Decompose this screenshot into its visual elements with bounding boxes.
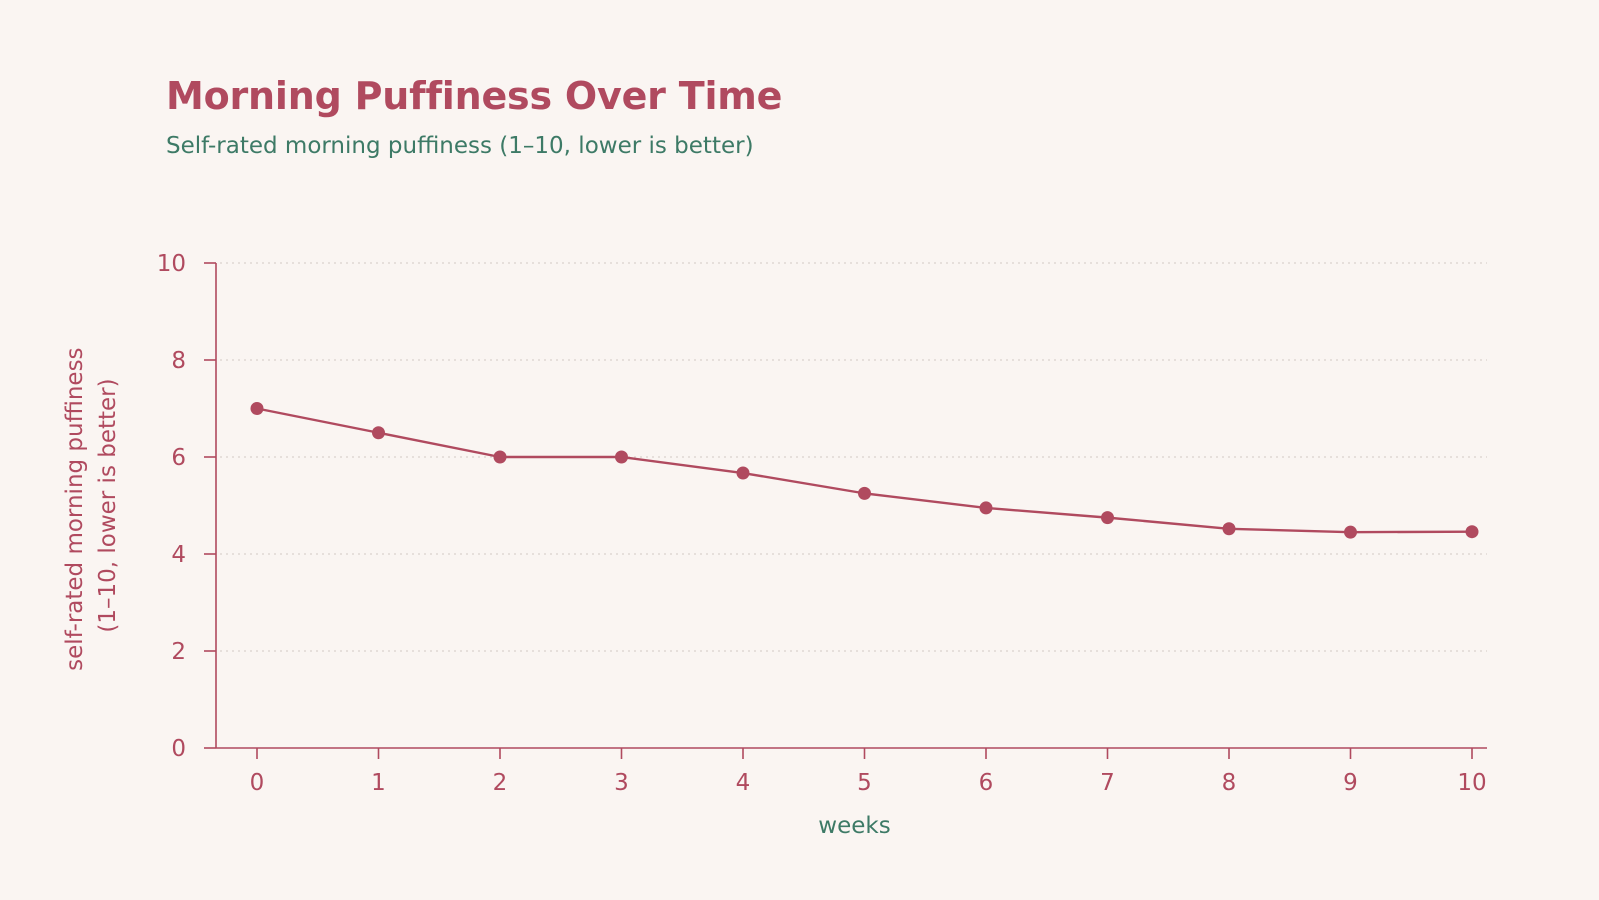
y-tick-label: 8 — [171, 348, 186, 374]
series-line — [256, 407, 1473, 534]
y-tick-label: 6 — [171, 445, 186, 471]
x-tick-label: 8 — [1222, 770, 1237, 796]
x-tick-label: 4 — [736, 770, 751, 796]
x-tick-label: 1 — [371, 770, 386, 796]
x-tick-label: 0 — [250, 770, 265, 796]
x-tick-label: 3 — [614, 770, 629, 796]
y-tick-label: 4 — [171, 542, 186, 568]
x-tick-label: 5 — [857, 770, 872, 796]
data-point — [736, 466, 750, 480]
y-axis-title-line-1: self-rated morning puffiness — [62, 347, 88, 670]
chart-title: Morning Puffiness Over Time — [166, 74, 783, 118]
chart-subtitle: Self-rated morning puffiness (1–10, lowe… — [166, 133, 754, 159]
data-point — [858, 486, 871, 500]
data-point — [979, 501, 993, 515]
data-point — [372, 426, 385, 440]
data-point — [1465, 525, 1479, 539]
x-tick-label: 10 — [1457, 770, 1486, 796]
y-axis-title-line-2: (1–10, lower is better) — [95, 378, 121, 632]
series-puffiness — [250, 402, 1479, 539]
y-tick-label: 10 — [157, 251, 186, 277]
y-ticks: 0 2 4 6 8 10 — [157, 251, 216, 762]
data-point — [615, 450, 628, 464]
y-axis-title: self-rated morning puffiness (1–10, lowe… — [62, 340, 121, 671]
data-point — [1101, 511, 1114, 525]
axes — [215, 263, 1487, 749]
x-ticks: 0 1 2 3 4 5 6 7 8 9 10 — [250, 748, 1487, 796]
x-tick-label: 6 — [979, 770, 994, 796]
x-tick-label: 7 — [1100, 770, 1115, 796]
data-point — [1344, 525, 1357, 539]
x-axis-title: weeks — [818, 813, 890, 839]
data-point — [493, 450, 507, 464]
y-tick-label: 2 — [171, 639, 186, 665]
x-tick-label: 9 — [1343, 770, 1358, 796]
x-tick-label: 2 — [493, 770, 508, 796]
data-point — [250, 402, 264, 415]
y-tick-label: 0 — [171, 736, 186, 762]
grid-lines — [220, 262, 1487, 652]
data-point — [1222, 522, 1236, 536]
